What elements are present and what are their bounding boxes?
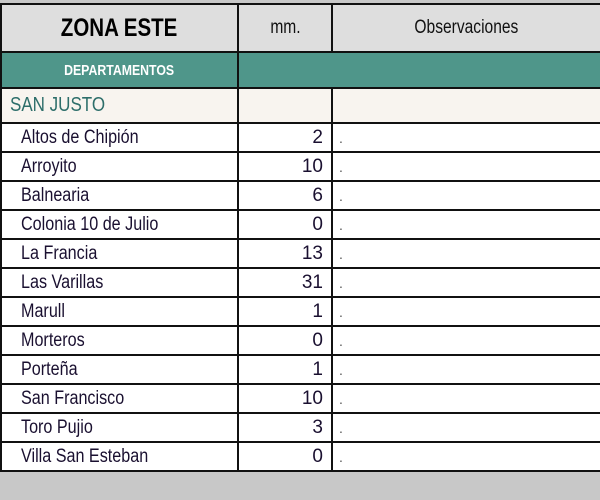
location-cell[interactable]: Arroyito — [0, 151, 239, 182]
location-cell[interactable]: Porteña — [0, 354, 239, 385]
location-name: Balnearia — [21, 184, 90, 206]
location-name: La Francia — [21, 242, 98, 264]
section-label: DEPARTAMENTOS — [0, 51, 239, 89]
mm-value: 10 — [301, 387, 323, 409]
mm-value: 0 — [312, 329, 323, 351]
observation-cell[interactable]: . — [331, 296, 600, 327]
observation-cell[interactable]: . — [331, 383, 600, 414]
table-row: Porteña 1. — [0, 354, 600, 385]
mm-cell[interactable]: 0 — [237, 441, 333, 472]
location-cell[interactable]: Altos de Chipión — [0, 122, 239, 153]
location-name: Arroyito — [21, 155, 77, 177]
observation-value: . — [339, 448, 343, 465]
section-fill — [237, 51, 600, 89]
observation-value: . — [339, 303, 343, 320]
mm-value: 6 — [312, 184, 323, 206]
location-cell[interactable]: Colonia 10 de Julio — [0, 209, 239, 240]
group-row: SAN JUSTO — [0, 87, 600, 124]
location-cell[interactable]: Las Varillas — [0, 267, 239, 298]
observation-cell[interactable]: . — [331, 354, 600, 385]
mm-value: 2 — [312, 126, 323, 148]
location-name: Colonia 10 de Julio — [21, 213, 159, 235]
observation-value: . — [339, 129, 343, 146]
location-name: Villa San Esteban — [21, 445, 149, 467]
observation-value: . — [339, 390, 343, 407]
observation-value: . — [339, 245, 343, 262]
location-cell[interactable]: Villa San Esteban — [0, 441, 239, 472]
mm-value: 0 — [312, 445, 323, 467]
observations-header: Observaciones — [331, 3, 600, 53]
section-row: DEPARTAMENTOS — [0, 51, 600, 89]
mm-cell[interactable]: 0 — [237, 209, 333, 240]
observation-value: . — [339, 332, 343, 349]
observation-cell[interactable]: . — [331, 180, 600, 211]
location-cell[interactable]: Morteros — [0, 325, 239, 356]
observation-value: . — [339, 158, 343, 175]
location-name: Altos de Chipión — [21, 126, 139, 148]
observation-cell[interactable]: . — [331, 325, 600, 356]
mm-value: 13 — [301, 242, 323, 264]
location-name: Marull — [21, 300, 65, 322]
observation-value: . — [339, 419, 343, 436]
table-row: San Francisco 10. — [0, 383, 600, 414]
table-row: Balnearia 6. — [0, 180, 600, 211]
location-name: Las Varillas — [21, 271, 104, 293]
table-row: Altos de Chipión 2. — [0, 122, 600, 153]
location-cell[interactable]: La Francia — [0, 238, 239, 269]
location-name: San Francisco — [21, 387, 125, 409]
mm-cell[interactable]: 1 — [237, 354, 333, 385]
table-row: La Francia 13. — [0, 238, 600, 269]
rainfall-table: ZONA ESTE mm. Observaciones DEPARTAMENTO… — [0, 3, 600, 472]
observation-cell[interactable]: . — [331, 412, 600, 443]
location-cell[interactable]: Marull — [0, 296, 239, 327]
mm-value: 3 — [312, 416, 323, 438]
observation-value: . — [339, 361, 343, 378]
mm-value: 10 — [301, 155, 323, 177]
location-name: Toro Pujio — [21, 416, 93, 438]
group-obs-cell — [331, 87, 600, 124]
table-row: Toro Pujio 3. — [0, 412, 600, 443]
location-name: Morteros — [21, 329, 85, 351]
group-mm-cell — [237, 87, 333, 124]
table-row: Las Varillas 31. — [0, 267, 600, 298]
observation-cell[interactable]: . — [331, 441, 600, 472]
observation-value: . — [339, 274, 343, 291]
group-label: SAN JUSTO — [0, 87, 239, 124]
observation-value: . — [339, 216, 343, 233]
mm-cell[interactable]: 13 — [237, 238, 333, 269]
mm-value: 1 — [312, 300, 323, 322]
mm-cell[interactable]: 10 — [237, 151, 333, 182]
mm-value: 31 — [301, 271, 323, 293]
mm-header: mm. — [237, 3, 333, 53]
zone-header: ZONA ESTE — [0, 3, 239, 53]
table-row: Arroyito 10. — [0, 151, 600, 182]
observation-cell[interactable]: . — [331, 267, 600, 298]
mm-cell[interactable]: 2 — [237, 122, 333, 153]
mm-cell[interactable]: 6 — [237, 180, 333, 211]
table-row: Colonia 10 de Julio 0. — [0, 209, 600, 240]
mm-value: 1 — [312, 358, 323, 380]
header-row: ZONA ESTE mm. Observaciones — [0, 3, 600, 53]
observation-cell[interactable]: . — [331, 238, 600, 269]
mm-cell[interactable]: 1 — [237, 296, 333, 327]
location-cell[interactable]: Toro Pujio — [0, 412, 239, 443]
table-row: Marull 1. — [0, 296, 600, 327]
observation-cell[interactable]: . — [331, 122, 600, 153]
table-row: Villa San Esteban 0. — [0, 441, 600, 472]
table-row: Morteros 0. — [0, 325, 600, 356]
observation-cell[interactable]: . — [331, 209, 600, 240]
mm-value: 0 — [312, 213, 323, 235]
mm-cell[interactable]: 10 — [237, 383, 333, 414]
mm-cell[interactable]: 31 — [237, 267, 333, 298]
observation-cell[interactable]: . — [331, 151, 600, 182]
mm-cell[interactable]: 3 — [237, 412, 333, 443]
observation-value: . — [339, 187, 343, 204]
mm-cell[interactable]: 0 — [237, 325, 333, 356]
location-name: Porteña — [21, 358, 78, 380]
location-cell[interactable]: San Francisco — [0, 383, 239, 414]
location-cell[interactable]: Balnearia — [0, 180, 239, 211]
